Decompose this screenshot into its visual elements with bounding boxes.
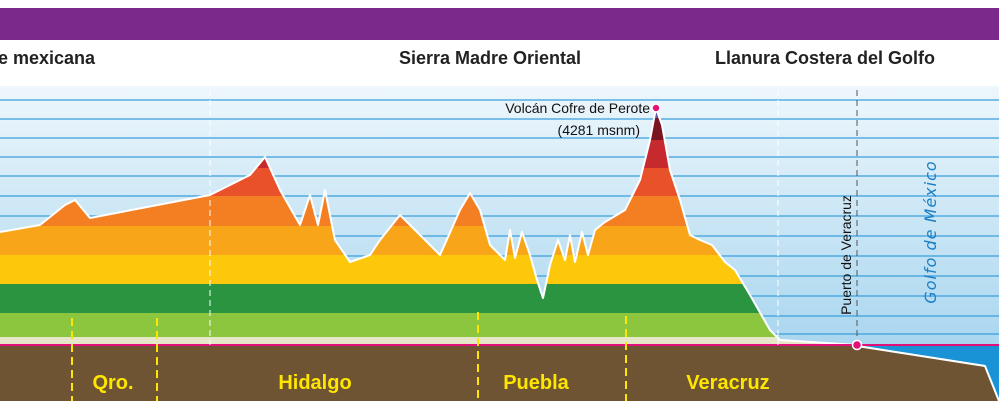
- port-label: Puerto de Veracruz: [838, 195, 854, 315]
- ground: [0, 346, 999, 401]
- header-bar: [0, 8, 999, 40]
- peak-elevation: (4281 msnm): [558, 122, 640, 138]
- state-label: Veracruz: [686, 372, 769, 394]
- port-marker: [853, 341, 862, 350]
- region-label: Sierra Madre Oriental: [399, 48, 581, 68]
- page: {"regions": ["e mexicana", "Sierra Madre…: [0, 0, 999, 401]
- region-label: e mexicana: [0, 48, 96, 68]
- region-label: Llanura Costera del Golfo: [715, 48, 935, 68]
- peak-marker: [652, 104, 660, 112]
- state-label: Qro.: [92, 372, 133, 394]
- state-label: Puebla: [503, 372, 569, 394]
- profile-diagram: e mexicana Sierra Madre Oriental Llanura…: [0, 0, 999, 401]
- state-label: Hidalgo: [278, 372, 351, 394]
- sea-label: Golfo de México: [921, 160, 940, 303]
- peak-name: Volcán Cofre de Perote: [505, 100, 650, 116]
